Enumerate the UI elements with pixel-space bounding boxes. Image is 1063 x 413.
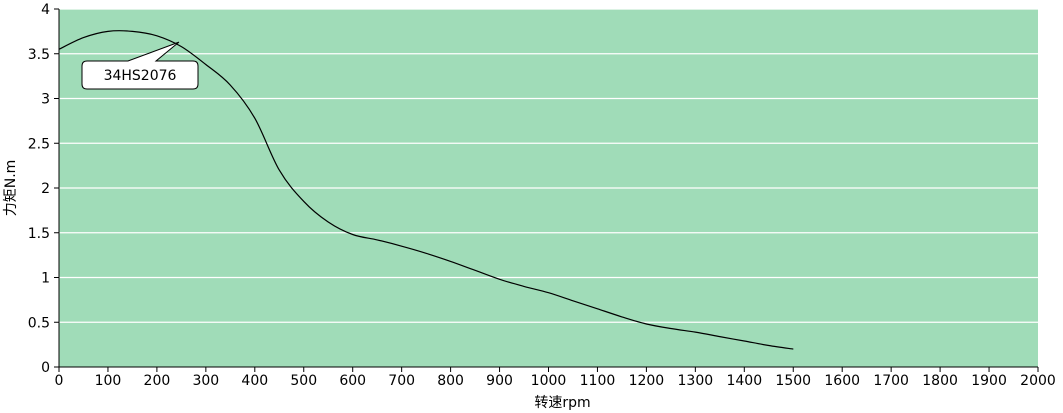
x-tick-label-4: 400 (241, 373, 268, 389)
x-tick-label-13: 1300 (678, 373, 714, 389)
x-tick-label-20: 2000 (1020, 373, 1056, 389)
y-tick-label-1: 0.5 (28, 315, 50, 331)
grid-lines (59, 8, 1038, 323)
x-tick-label-6: 600 (339, 373, 366, 389)
x-axis-title: 转速rpm (534, 395, 590, 411)
y-tick-label-7: 3.5 (28, 47, 50, 63)
y-tick-label-8: 4 (41, 2, 50, 18)
x-tick-label-18: 1800 (922, 373, 958, 389)
x-tick-label-3: 300 (192, 373, 219, 389)
y-tick-label-4: 2 (41, 181, 50, 197)
series-line-34HS2076 (58, 30, 794, 350)
x-tick-label-17: 1700 (873, 373, 909, 389)
x-tick-label-12: 1200 (629, 373, 665, 389)
x-tick-labels: 0 100 200 300 400 500 600 700 800 900 1000 1100 1200… (55, 373, 1056, 389)
x-tick-label-2: 200 (144, 373, 171, 389)
x-tick-label-0: 0 (55, 373, 64, 389)
x-tick-label-8: 800 (437, 373, 464, 389)
callout-label: 34HS2076 (104, 68, 177, 84)
x-tick-label-15: 1500 (775, 373, 811, 389)
x-tick-label-1: 100 (95, 373, 122, 389)
x-tick-label-7: 700 (388, 373, 415, 389)
callout-box (81, 41, 199, 90)
y-tick-label-2: 1 (41, 271, 50, 287)
x-tick-label-10: 1000 (531, 373, 567, 389)
series-callout: 34HS2076 (81, 41, 199, 90)
x-tick-label-5: 500 (290, 373, 317, 389)
axes (54, 8, 1039, 372)
y-axis-title: 力矩N.m (3, 160, 19, 217)
y-tick-label-3: 1.5 (28, 226, 50, 242)
y-tick-label-6: 3 (41, 92, 50, 108)
y-tick-label-0: 0 (41, 360, 50, 376)
x-tick-label-9: 900 (486, 373, 513, 389)
y-tick-labels: 0 0.5 1 1.5 2 2.5 3 3.5 4 (28, 2, 50, 376)
x-tick-label-11: 1100 (580, 373, 616, 389)
x-tick-label-19: 1900 (971, 373, 1007, 389)
x-tick-label-16: 1600 (824, 373, 860, 389)
y-tick-label-5: 2.5 (28, 136, 50, 152)
x-tick-label-14: 1400 (726, 373, 762, 389)
